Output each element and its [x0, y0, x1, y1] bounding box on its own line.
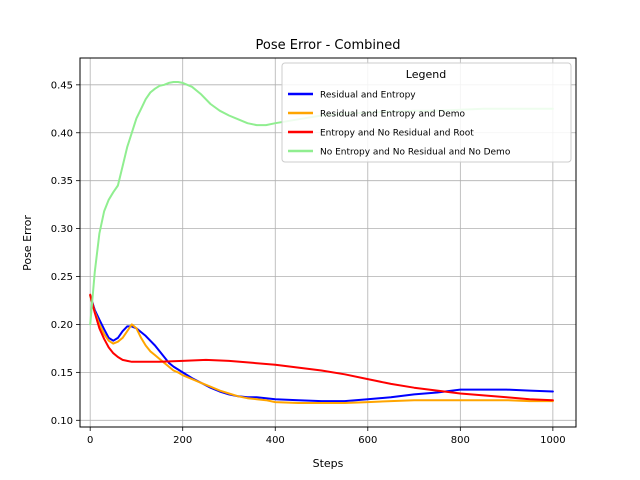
legend-label-1: Residual and Entropy	[320, 91, 416, 101]
y-tick-label: 0.25	[51, 272, 73, 283]
y-tick-label: 0.35	[51, 176, 73, 187]
x-tick-label: 1000	[540, 435, 565, 446]
x-tick-label: 800	[451, 435, 470, 446]
legend-items: Residual and Entropy Residual and Entropy…	[288, 91, 511, 158]
series-line-2	[89, 294, 554, 404]
y-tick-label: 0.20	[51, 320, 73, 331]
y-tick-label: 0.45	[51, 80, 73, 91]
x-tick-label: 200	[173, 435, 192, 446]
legend-title: Legend	[406, 68, 446, 81]
y-tick-label: 0.30	[51, 224, 73, 235]
x-tick-label: 600	[358, 435, 377, 446]
y-tick-label: 0.15	[51, 368, 73, 379]
plot-frame	[79, 57, 577, 428]
y-axis-label: Pose Error	[21, 215, 34, 271]
series-line-3	[89, 293, 554, 402]
x-axis-label: Steps	[313, 457, 344, 470]
x-tick-label: 400	[266, 435, 285, 446]
x-tick-label: 0	[87, 435, 93, 446]
axis-ticks: 0 200 400 600 800 1000 0.10 0.15 0.20 0.25 0.30 0.3…	[51, 80, 566, 446]
legend-label-3: Entropy and No Residual and Root	[320, 129, 474, 139]
y-tick-label: 0.10	[51, 416, 73, 427]
chart-title: Pose Error - Combined	[256, 38, 401, 53]
y-tick-label: 0.40	[51, 128, 73, 139]
legend-label-2: Residual and Entropy and Demo	[320, 110, 466, 120]
legend-box	[281, 62, 572, 163]
legend-label-4: No Entropy and No Residual and No Demo	[320, 148, 511, 158]
